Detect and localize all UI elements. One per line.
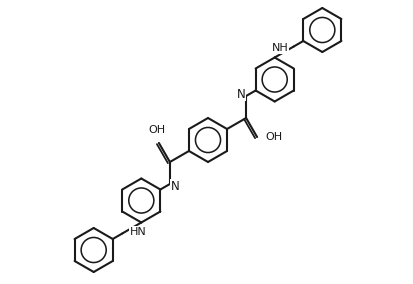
Text: OH: OH	[264, 132, 282, 142]
Text: HN: HN	[129, 227, 146, 237]
Text: N: N	[236, 87, 245, 101]
Text: NH: NH	[271, 43, 288, 53]
Text: N: N	[170, 179, 179, 193]
Text: OH: OH	[148, 125, 165, 135]
